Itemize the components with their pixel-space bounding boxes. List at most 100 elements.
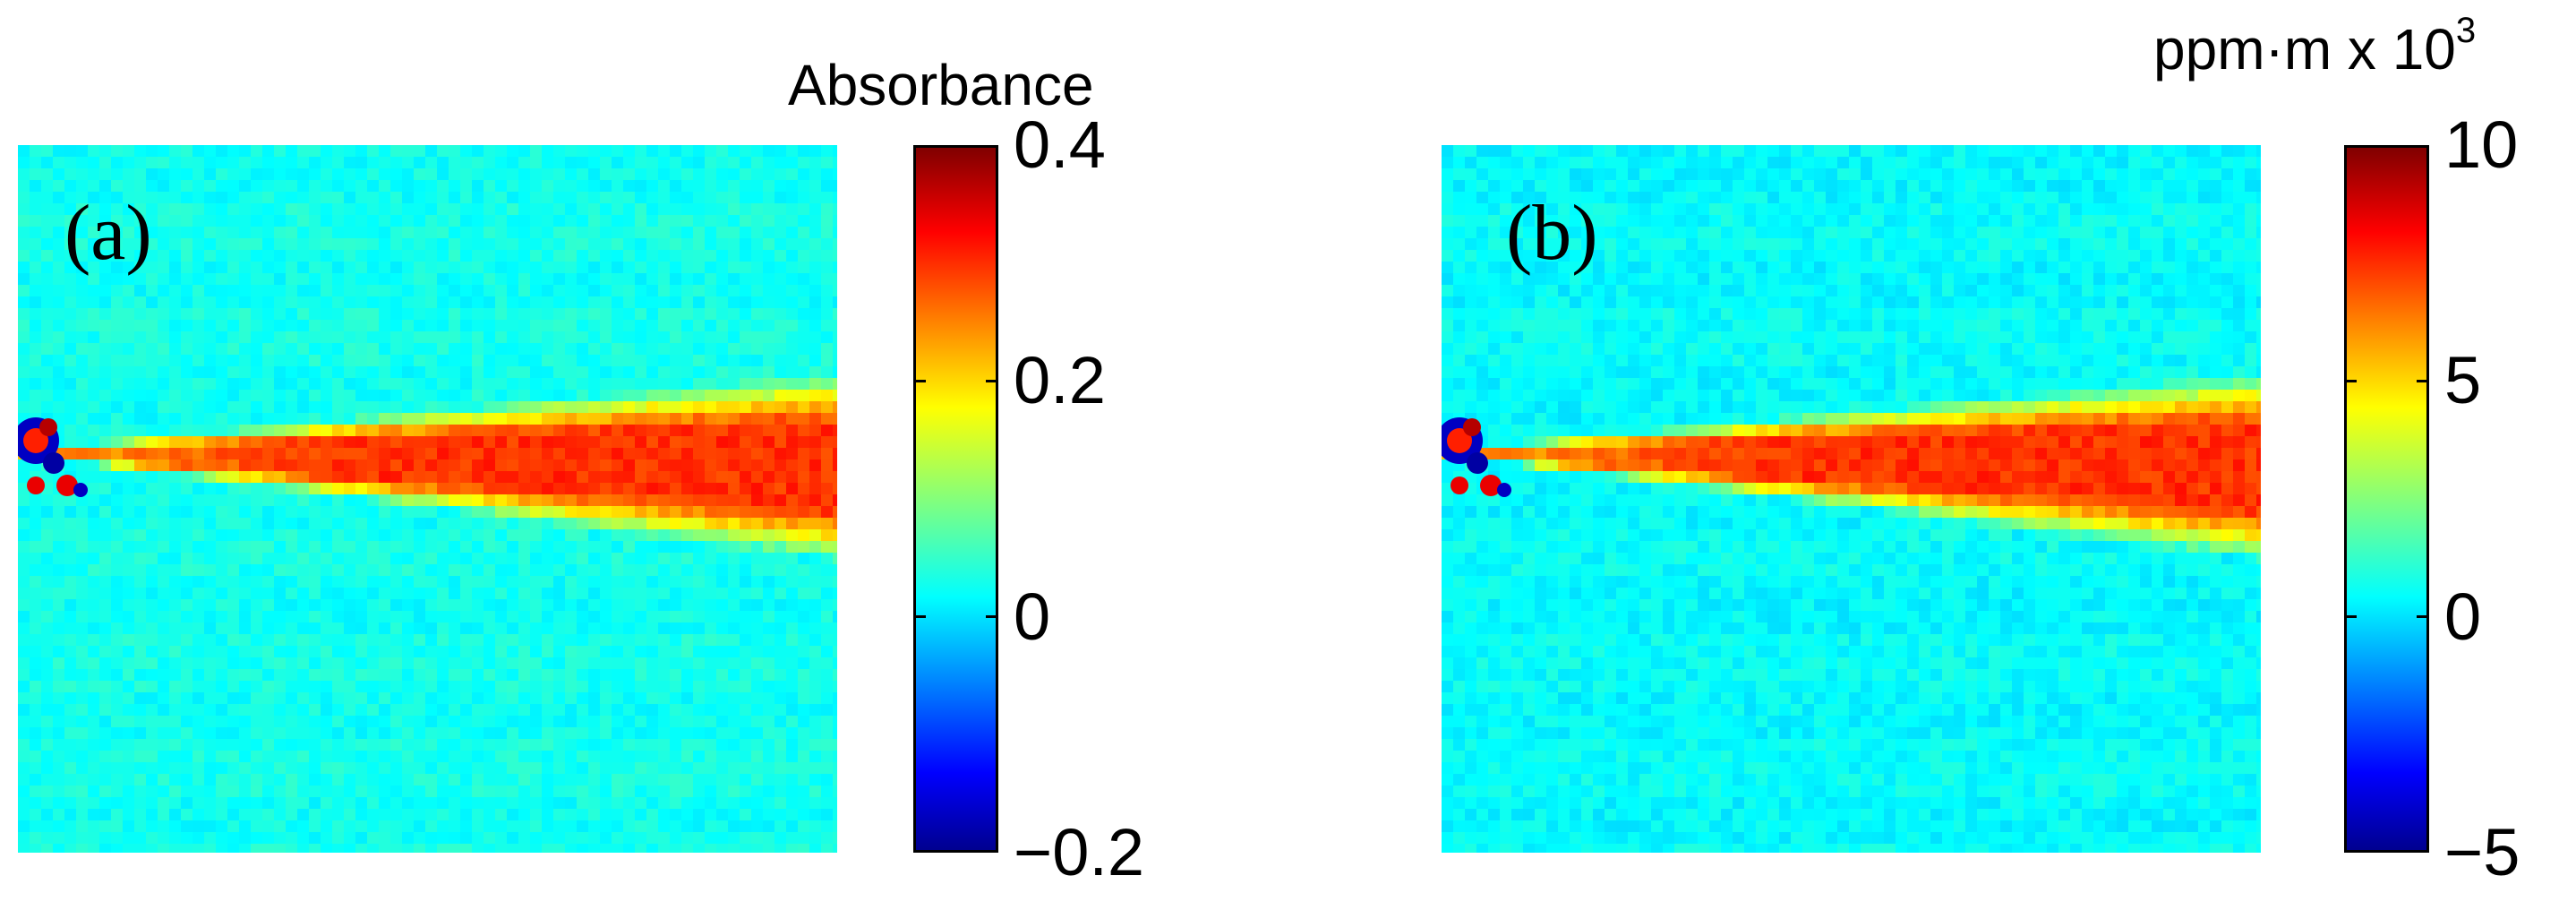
heatmap-cell bbox=[460, 716, 473, 728]
heatmap-cell bbox=[134, 797, 147, 810]
heatmap-cell bbox=[600, 727, 612, 740]
heatmap-cell bbox=[612, 611, 624, 623]
heatmap-cell bbox=[425, 262, 438, 274]
heatmap-cell bbox=[99, 262, 112, 274]
heatmap-cell bbox=[274, 308, 287, 321]
heatmap-cell bbox=[809, 390, 822, 402]
heatmap-cell bbox=[623, 273, 636, 286]
heatmap-cell bbox=[635, 588, 647, 600]
heatmap-cell bbox=[646, 436, 659, 449]
heatmap-cell bbox=[332, 832, 345, 845]
heatmap-cell bbox=[274, 716, 287, 728]
heatmap-cell bbox=[2035, 192, 2048, 204]
heatmap-cell bbox=[53, 599, 65, 612]
heatmap-cell bbox=[553, 692, 566, 705]
heatmap-cell bbox=[262, 168, 275, 181]
heatmap-cell bbox=[588, 192, 601, 204]
heatmap-cell bbox=[623, 238, 636, 251]
heatmap-cell bbox=[1698, 192, 1710, 204]
heatmap-cell bbox=[821, 331, 834, 344]
heatmap-cell bbox=[379, 308, 391, 321]
heatmap-cell bbox=[1674, 157, 1687, 169]
heatmap-cell bbox=[786, 646, 799, 658]
heatmap-cell bbox=[30, 273, 42, 286]
heatmap-cell bbox=[88, 471, 100, 484]
heatmap-cell bbox=[670, 366, 682, 379]
heatmap-cell bbox=[472, 820, 484, 833]
heatmap-cell bbox=[740, 494, 752, 507]
heatmap-cell bbox=[367, 646, 380, 658]
heatmap-cell bbox=[635, 215, 647, 228]
heatmap-cell bbox=[1570, 180, 1582, 193]
heatmap-cell bbox=[763, 413, 775, 425]
heatmap-cell bbox=[728, 273, 740, 286]
heatmap-cell bbox=[321, 459, 333, 472]
heatmap-cell bbox=[18, 669, 30, 682]
heatmap-cell bbox=[332, 634, 345, 647]
heatmap-cell bbox=[204, 157, 217, 169]
heatmap-cell bbox=[1954, 203, 1966, 216]
heatmap-cell bbox=[728, 820, 740, 833]
heatmap-cell bbox=[1593, 215, 1605, 228]
heatmap-cell bbox=[553, 436, 566, 449]
heatmap-cell bbox=[99, 588, 112, 600]
heatmap-cell bbox=[355, 308, 368, 321]
heatmap-cell bbox=[740, 355, 752, 367]
heatmap-cell bbox=[402, 157, 415, 169]
heatmap-cell bbox=[193, 588, 205, 600]
heatmap-cell bbox=[716, 192, 729, 204]
heatmap-cell bbox=[390, 331, 403, 344]
heatmap-cell bbox=[64, 669, 77, 682]
heatmap-cell bbox=[542, 681, 554, 693]
heatmap-cell bbox=[728, 692, 740, 705]
heatmap-cell bbox=[751, 401, 764, 414]
heatmap-cell bbox=[646, 634, 659, 647]
heatmap-cell bbox=[809, 529, 822, 542]
heatmap-cell bbox=[367, 483, 380, 495]
heatmap-cell bbox=[449, 669, 461, 682]
heatmap-cell bbox=[809, 634, 822, 647]
heatmap-cell bbox=[158, 203, 170, 216]
heatmap-cell bbox=[262, 506, 275, 519]
heatmap-cell bbox=[809, 809, 822, 821]
heatmap-cell bbox=[821, 681, 834, 693]
heatmap-cell bbox=[495, 669, 508, 682]
heatmap-cell bbox=[332, 203, 345, 216]
heatmap-cell bbox=[390, 716, 403, 728]
heatmap-cell bbox=[775, 471, 787, 484]
heatmap-cell bbox=[2024, 168, 2036, 181]
heatmap-cell bbox=[88, 506, 100, 519]
heatmap-cell bbox=[355, 401, 368, 414]
heatmap-cell bbox=[425, 727, 438, 740]
heatmap-cell bbox=[402, 739, 415, 751]
heatmap-cell bbox=[286, 704, 298, 717]
heatmap-cell bbox=[111, 192, 124, 204]
heatmap-cell bbox=[518, 553, 531, 565]
heatmap-cell bbox=[402, 168, 415, 181]
heatmap-cell bbox=[181, 681, 193, 693]
heatmap-cell bbox=[786, 425, 799, 437]
heatmap-cell bbox=[134, 622, 147, 635]
heatmap-cell bbox=[181, 296, 193, 309]
heatmap-cell bbox=[716, 518, 729, 530]
heatmap-cell bbox=[635, 797, 647, 810]
heatmap-cell bbox=[821, 844, 834, 853]
heatmap-cell bbox=[530, 727, 543, 740]
heatmap-cell bbox=[146, 203, 158, 216]
heatmap-cell bbox=[309, 844, 321, 853]
heatmap-cell bbox=[111, 646, 124, 658]
heatmap-cell bbox=[262, 634, 275, 647]
heatmap-cell bbox=[146, 145, 158, 158]
heatmap-cell bbox=[1709, 145, 1722, 158]
heatmap-cell bbox=[484, 553, 496, 565]
heatmap-cell bbox=[1628, 168, 1640, 181]
heatmap-cell bbox=[1593, 145, 1605, 158]
heatmap-cell bbox=[1581, 192, 1594, 204]
heatmap-cell bbox=[518, 296, 531, 309]
heatmap-cell bbox=[425, 390, 438, 402]
heatmap-cell bbox=[763, 844, 775, 853]
heatmap-cell bbox=[355, 599, 368, 612]
heatmap-cell bbox=[344, 227, 356, 239]
heatmap-cell bbox=[146, 227, 158, 239]
heatmap-cell bbox=[740, 425, 752, 437]
